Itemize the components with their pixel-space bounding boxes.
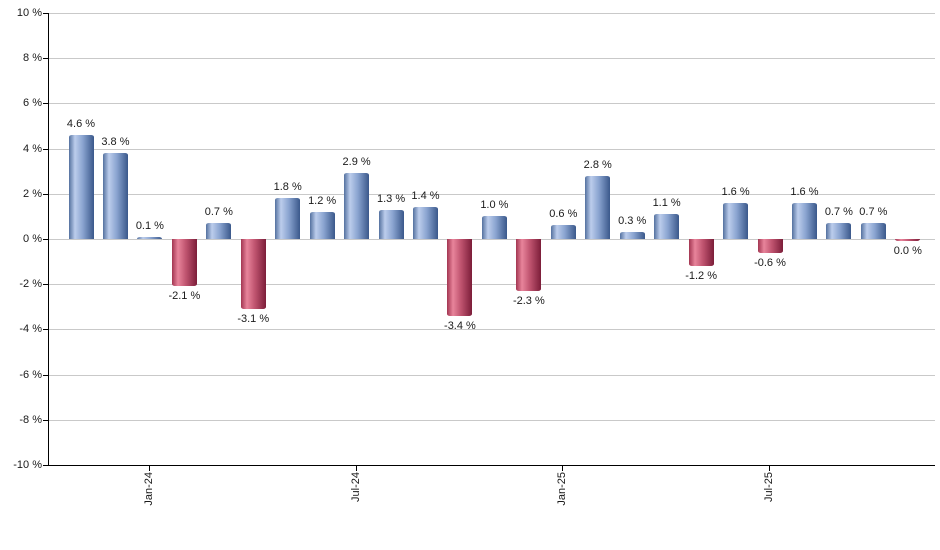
y-tick-label--10pct: -10 % (13, 459, 42, 471)
bar-13 (516, 239, 542, 291)
value-label-20: -0.6 % (754, 256, 786, 269)
value-label-4: 0.7 % (204, 206, 233, 219)
value-label-7: 1.2 % (308, 194, 337, 207)
x-tick-label-Jan-25: Jan-25 (556, 472, 569, 506)
gridline--2pct (49, 284, 935, 286)
value-label-15: 2.8 % (583, 158, 612, 171)
y-tick-mark--8pct (43, 419, 48, 421)
bar-5 (240, 239, 266, 310)
bar-24 (895, 239, 921, 241)
y-tick-mark-8pct (43, 58, 48, 60)
bar-11 (447, 239, 473, 316)
value-label-10: 1.4 % (411, 190, 440, 203)
y-tick-label-8pct: 8 % (23, 52, 42, 65)
bar-1 (102, 153, 128, 239)
gridline-0pct (49, 239, 935, 240)
y-tick-mark-10pct (43, 13, 48, 14)
y-tick-mark--10pct (43, 465, 48, 466)
y-tick-label-4pct: 4 % (23, 142, 42, 155)
value-label-11: -3.4 % (444, 319, 476, 332)
value-label-3: -2.1 % (168, 290, 201, 303)
value-label-23: 0.7 % (859, 206, 888, 219)
bar-14 (550, 225, 576, 239)
y-tick-mark--2pct (43, 284, 48, 286)
bar-8 (344, 173, 370, 239)
x-tick-label-Jul-25: Jul-25 (763, 472, 775, 502)
value-label-19: 1.6 % (721, 185, 750, 198)
value-label-18: -1.2 % (685, 270, 717, 283)
value-label-0: 4.6 % (66, 118, 96, 131)
bar-10 (413, 207, 438, 239)
x-tick-label-Jul-24: Jul-24 (349, 472, 362, 502)
bar-16 (619, 232, 645, 239)
value-label-2: 0.1 % (135, 219, 164, 232)
bar-2 (137, 236, 163, 239)
bar-12 (481, 216, 507, 239)
value-label-13: -2.3 % (512, 294, 545, 307)
value-label-14: 0.6 % (549, 208, 578, 221)
bar-19 (723, 202, 749, 239)
gridline-2pct (49, 193, 935, 195)
bar-22 (826, 223, 852, 239)
bar-23 (860, 223, 886, 239)
value-label-12: 1.0 % (480, 199, 509, 212)
y-tick-label--4pct: -4 % (19, 323, 42, 336)
bar-17 (654, 214, 680, 239)
y-tick-label-2pct: 2 % (23, 187, 42, 200)
value-label-9: 1.3 % (376, 192, 406, 205)
x-tick-label-Jan-24: Jan-24 (142, 472, 155, 506)
value-label-8: 2.9 % (342, 156, 371, 169)
y-tick-mark--4pct (43, 329, 48, 331)
y-tick-mark-6pct (43, 103, 48, 105)
value-label-16: 0.3 % (618, 215, 647, 228)
value-label-5: -3.1 % (237, 313, 270, 326)
bar-20 (757, 239, 783, 253)
x-tick-mark-Jan-25 (562, 466, 564, 471)
x-tick-mark-Jan-24 (148, 466, 150, 471)
y-tick-mark--6pct (43, 374, 48, 376)
x-tick-mark-Jul-24 (355, 466, 357, 471)
gridline-6pct (49, 103, 935, 105)
y-tick-mark-2pct (43, 193, 48, 195)
value-label-17: 1.1 % (652, 197, 681, 210)
bar-6 (275, 198, 301, 239)
gridline-8pct (49, 58, 935, 60)
y-tick-label-10pct: 10 % (16, 7, 42, 19)
bar-0 (68, 135, 94, 239)
y-tick-mark-4pct (43, 148, 48, 150)
bar-7 (309, 211, 335, 239)
y-tick-label-6pct: 6 % (23, 97, 42, 110)
y-tick-label--8pct: -8 % (19, 413, 42, 426)
y-tick-label-0pct: 0 % (23, 233, 42, 245)
bar-21 (791, 202, 817, 239)
plot-area: 4.6 % 3.8 % 0.1 % -2.1 % 0.7 % -3.1 % 1.8 % 1.2… (48, 13, 935, 466)
bar-18 (688, 239, 714, 267)
gridline--8pct (49, 419, 935, 421)
value-label-6: 1.8 % (273, 181, 302, 194)
value-label-24: 0.0 % (893, 245, 922, 257)
y-tick-label--6pct: -6 % (19, 368, 42, 381)
value-label-22: 0.7 % (824, 206, 853, 219)
bar-3 (171, 239, 197, 287)
value-label-21: 1.6 % (790, 185, 819, 198)
bar-4 (206, 223, 232, 239)
gridline--6pct (49, 374, 935, 376)
y-tick-mark-0pct (43, 239, 48, 240)
gridline-4pct (49, 148, 935, 150)
x-tick-mark-Jul-25 (769, 466, 770, 471)
bar-15 (585, 175, 611, 239)
gridline-10pct (49, 13, 935, 14)
bar-9 (378, 209, 404, 239)
value-label-1: 3.8 % (101, 136, 130, 149)
y-tick-label--2pct: -2 % (19, 278, 42, 291)
gridline--4pct (49, 329, 935, 331)
